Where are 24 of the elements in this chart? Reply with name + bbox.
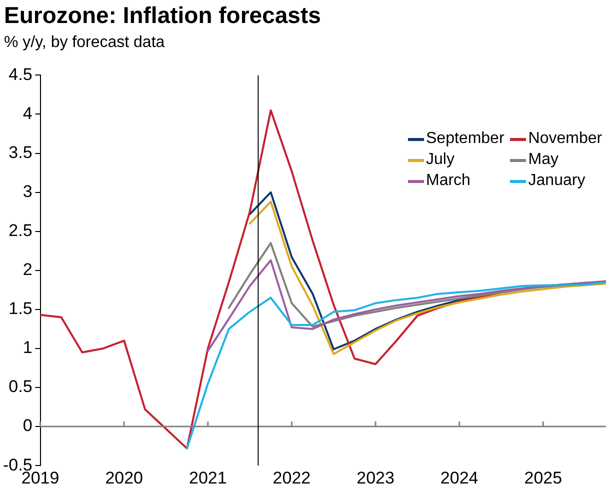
y-tick-label: 1	[22, 338, 32, 358]
legend-label: September	[426, 130, 504, 148]
x-tick-label: 2024	[440, 468, 478, 488]
x-tick-label: 2023	[356, 468, 394, 488]
x-tick-label: 2021	[188, 468, 227, 488]
y-tick-label: 0	[22, 416, 32, 436]
y-tick-label: 0.5	[8, 377, 32, 396]
x-tick-label: 2022	[272, 468, 311, 488]
legend-label: November	[528, 130, 602, 148]
legend-label: March	[426, 172, 470, 190]
x-tick-label: 2020	[105, 468, 144, 488]
y-tick-label: 2	[22, 260, 32, 280]
y-tick-label: 3	[22, 182, 32, 202]
chart-title: Eurozone: Inflation forecasts	[4, 2, 321, 29]
y-tick-label: 1.5	[8, 299, 32, 318]
y-tick-label: 2.5	[8, 221, 32, 240]
y-tick-label: 4.5	[8, 64, 32, 84]
legend-label: May	[528, 151, 558, 170]
y-tick-label: 4	[22, 104, 32, 123]
y-tick-label: 3.5	[8, 142, 32, 162]
x-tick-label: 2025	[524, 468, 562, 488]
chart-subtitle: % y/y, by forecast data	[4, 34, 165, 52]
legend-label: July	[426, 151, 454, 170]
legend-label: January	[528, 172, 586, 190]
